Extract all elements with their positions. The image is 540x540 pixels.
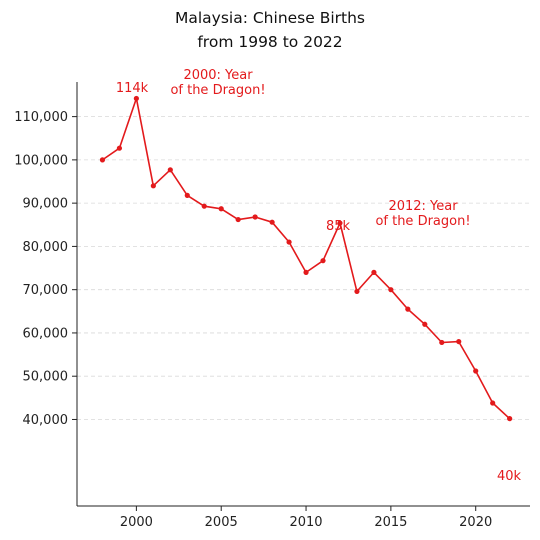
- data-point-2011: [320, 258, 326, 264]
- data-point-2015: [388, 287, 394, 293]
- annotation-dragon-2012: 2012: Year of the Dragon!: [365, 199, 481, 229]
- data-point-2008: [269, 219, 275, 225]
- y-tick-label-70000: 70,000: [23, 283, 69, 298]
- data-point-2000: [133, 95, 139, 102]
- grid-lines: [77, 116, 530, 420]
- data-point-2003: [184, 192, 190, 198]
- x-tick-label-2020: 2020: [459, 515, 492, 530]
- data-point-2005: [218, 206, 224, 212]
- data-point-2009: [286, 239, 292, 245]
- data-point-2012: [337, 220, 343, 226]
- data-point-2014: [371, 269, 377, 275]
- data-point-2021: [490, 400, 496, 406]
- x-tick-label-2015: 2015: [374, 515, 407, 530]
- y-tick-label-80000: 80,000: [23, 240, 69, 255]
- chart-title-line1: Malaysia: Chinese Births: [174, 9, 366, 27]
- annotation-dragon-2000: 2000: Year of the Dragon!: [160, 68, 276, 98]
- data-point-2016: [405, 306, 411, 312]
- x-tick-label-2005: 2005: [205, 515, 238, 530]
- axes: 40,000 50,000 60,000 70,000 80,000 90,000 100,…: [14, 82, 530, 530]
- data-point-2002: [167, 167, 173, 173]
- annotation-dragon-2012-line2: of the Dragon!: [375, 214, 471, 229]
- y-tick-label-60000: 60,000: [23, 326, 69, 341]
- annotation-dragon-2012-line1: 2012: Year: [388, 199, 458, 214]
- annotation-dragon-2000-line2: of the Dragon!: [170, 83, 266, 98]
- data-point-2004: [201, 203, 207, 209]
- data-point-2010: [303, 269, 309, 275]
- data-point-1999: [116, 145, 123, 151]
- data-point-2006: [235, 216, 241, 223]
- data-point-2019: [456, 338, 462, 345]
- data-point-2018: [439, 339, 445, 346]
- y-tick-label-110000: 110,000: [14, 110, 68, 125]
- series-line-0: [101, 97, 511, 420]
- data-point-2013: [354, 288, 360, 295]
- annotation-peak-2012: 85k: [325, 219, 351, 234]
- x-tick-label-2010: 2010: [289, 515, 322, 530]
- annotation-dragon-2000-line1: 2000: Year: [183, 68, 253, 83]
- data-point-2001: [150, 183, 156, 189]
- y-tick-label-50000: 50,000: [23, 370, 69, 385]
- x-tick-label-2000: 2000: [120, 515, 153, 530]
- y-tick-label-100000: 100,000: [14, 153, 68, 168]
- data-point-2017: [422, 321, 428, 327]
- annotation-peak-2000: 114k: [115, 81, 149, 96]
- data-point-2007: [252, 214, 258, 220]
- y-tick-label-90000: 90,000: [23, 197, 69, 212]
- series-births: [99, 95, 513, 422]
- data-point-1998: [99, 157, 106, 163]
- data-point-2020: [473, 368, 479, 374]
- annotation-end-2022: 40k: [496, 469, 522, 484]
- y-tick-label-40000: 40,000: [23, 413, 69, 428]
- chart-title-line2: from 1998 to 2022: [197, 33, 343, 51]
- data-point-2022: [507, 416, 513, 422]
